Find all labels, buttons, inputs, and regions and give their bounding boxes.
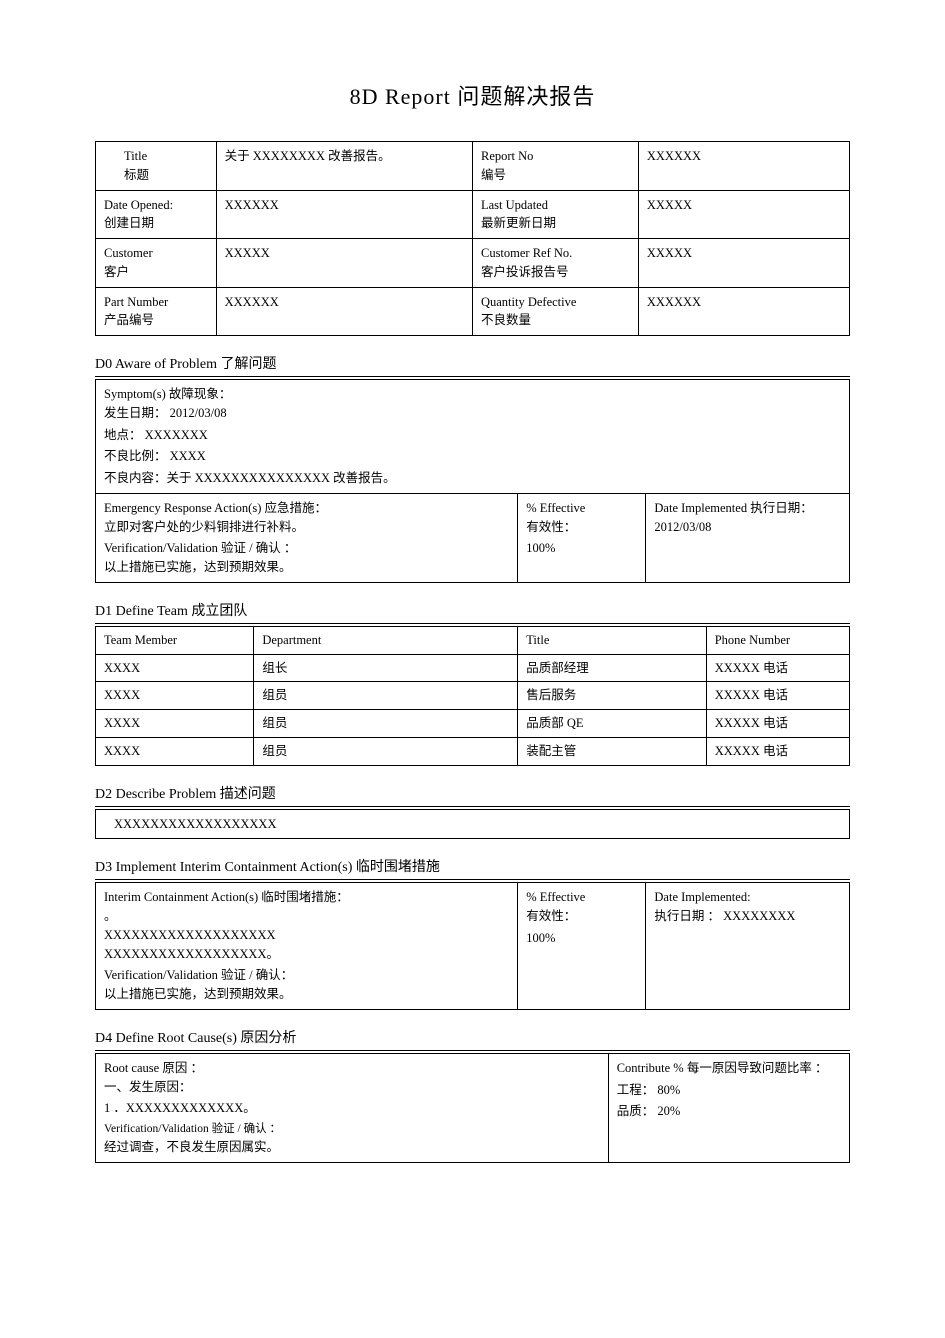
d2-heading: D2 Describe Problem 描述问题 xyxy=(95,784,850,807)
d1-cell: XXXXX 电话 xyxy=(706,710,849,738)
d0-verify-label: Verification/Validation 验证 / 确认 ： xyxy=(104,539,509,558)
header-value-right: XXXXX xyxy=(638,190,849,239)
d1-cell: XXXX xyxy=(96,682,254,710)
d0-effective-cell: % Effective 有效性： 100% xyxy=(518,493,646,582)
d1-col-header: Title xyxy=(518,626,707,654)
d4-contrib1: 工程： 80% xyxy=(617,1081,841,1100)
d3-date-label: Date Implemented: xyxy=(654,888,841,907)
d1-cell: XXXXX 电话 xyxy=(706,654,849,682)
d3-date-cell: Date Implemented: 执行日期 ： XXXXXXXX xyxy=(646,883,850,1010)
d1-cell: XXXX xyxy=(96,654,254,682)
header-value-right: XXXXXX xyxy=(638,287,849,336)
d0-eff-value: 100% xyxy=(526,539,637,558)
d0-line-place: 地点： XXXXXXX xyxy=(104,426,841,445)
d3-eff-label: % Effective xyxy=(526,888,637,907)
d1-col-header: Department xyxy=(254,626,518,654)
d2-text: XXXXXXXXXXXXXXXXXX xyxy=(96,809,850,839)
d0-eff-label: % Effective xyxy=(526,499,637,518)
d0-heading: D0 Aware of Problem 了解问题 xyxy=(95,354,850,377)
d3-action-cell: Interim Containment Action(s) 临时围堵措施： 。 … xyxy=(96,883,518,1010)
d4-contrib-cell: Contribute % 每一原因导致问题比率 ： 工程： 80% 品质： 20… xyxy=(608,1053,849,1162)
d1-cell: 组员 xyxy=(254,682,518,710)
header-label-right: Quantity Defective不良数量 xyxy=(472,287,638,336)
header-value-left: XXXXXX xyxy=(216,190,472,239)
d4-verify-label: Verification/Validation 验证 / 确认 ： xyxy=(104,1121,600,1138)
d2-table: XXXXXXXXXXXXXXXXXX xyxy=(95,809,850,840)
d1-cell: XXXXX 电话 xyxy=(706,682,849,710)
header-value-right: XXXXX xyxy=(638,239,849,288)
d3-blank: 。 xyxy=(104,907,509,926)
d0-eff-label-cn: 有效性： xyxy=(526,518,637,537)
d3-line1: XXXXXXXXXXXXXXXXXXX xyxy=(104,926,509,945)
d1-cell: XXXXX 电话 xyxy=(706,737,849,765)
header-value-left: 关于 XXXXXXXX 改善报告。 xyxy=(216,142,472,191)
header-label-left: Customer客户 xyxy=(96,239,217,288)
d0-symptom-label: Symptom(s) 故障现象： xyxy=(104,385,841,404)
d0-line-content: 不良内容：关于 XXXXXXXXXXXXXXX 改善报告。 xyxy=(104,469,841,488)
d3-eff-cell: % Effective 有效性： 100% xyxy=(518,883,646,1010)
d4-heading: D4 Define Root Cause(s) 原因分析 xyxy=(95,1028,850,1051)
d4-line2: 1 ．XXXXXXXXXXXXX。 xyxy=(104,1099,600,1118)
d1-col-header: Team Member xyxy=(96,626,254,654)
d3-eff-label-cn: 有效性： xyxy=(526,907,637,926)
d0-line-date: 发生日期： 2012/03/08 xyxy=(104,404,841,423)
d1-cell: 组员 xyxy=(254,737,518,765)
d0-date-cell: Date Implemented 执行日期： 2012/03/08 xyxy=(646,493,850,582)
d0-symptom-cell: Symptom(s) 故障现象： 发生日期： 2012/03/08 地点： XX… xyxy=(96,380,850,494)
d1-heading: D1 Define Team 成立团队 xyxy=(95,601,850,624)
d3-verify-label: Verification/Validation 验证 / 确认： xyxy=(104,966,509,985)
d0-date-impl: Date Implemented 执行日期： 2012/03/08 xyxy=(654,499,841,537)
page-title: 8D Report 问题解决报告 xyxy=(95,80,850,113)
header-label-right: Report No编号 xyxy=(472,142,638,191)
d0-emergency-cell: Emergency Response Action(s) 应急措施： 立即对客户… xyxy=(96,493,518,582)
d1-table: Team MemberDepartmentTitlePhone NumberXX… xyxy=(95,626,850,766)
header-label-left: Date Opened:创建日期 xyxy=(96,190,217,239)
header-label-right: Customer Ref No.客户投诉报告号 xyxy=(472,239,638,288)
header-label-right: Last Updated最新更新日期 xyxy=(472,190,638,239)
header-value-left: XXXXXX xyxy=(216,287,472,336)
d1-cell: XXXX xyxy=(96,710,254,738)
d0-emergency-label: Emergency Response Action(s) 应急措施： xyxy=(104,499,509,518)
header-table: Title标题关于 XXXXXXXX 改善报告。Report No编号XXXXX… xyxy=(95,141,850,336)
d4-contrib2: 品质： 20% xyxy=(617,1102,841,1121)
d4-line1: 一、发生原因： xyxy=(104,1078,600,1097)
header-value-left: XXXXX xyxy=(216,239,472,288)
d3-date-text: 执行日期 ： XXXXXXXX xyxy=(654,907,841,926)
header-label-left: Part Number产品编号 xyxy=(96,287,217,336)
d3-eff-value: 100% xyxy=(526,929,637,948)
d0-verify-text: 以上措施已实施，达到预期效果。 xyxy=(104,558,509,577)
d1-cell: 品质部经理 xyxy=(518,654,707,682)
d4-contrib-label: Contribute % 每一原因导致问题比率 ： xyxy=(617,1059,841,1078)
d4-verify-text: 经过调查，不良发生原因属实。 xyxy=(104,1138,600,1157)
d1-cell: XXXX xyxy=(96,737,254,765)
d1-cell: 品质部 QE xyxy=(518,710,707,738)
d1-cell: 售后服务 xyxy=(518,682,707,710)
header-label-left: Title标题 xyxy=(96,142,217,191)
d0-emergency-text: 立即对客户处的少料铜排进行补料。 xyxy=(104,518,509,537)
d4-table: Root cause 原因 ： 一、发生原因： 1 ．XXXXXXXXXXXXX… xyxy=(95,1053,850,1163)
header-value-right: XXXXXX xyxy=(638,142,849,191)
d0-line-ratio: 不良比例： XXXX xyxy=(104,447,841,466)
d4-root-label: Root cause 原因 ： xyxy=(104,1059,600,1078)
d0-table: Symptom(s) 故障现象： 发生日期： 2012/03/08 地点： XX… xyxy=(95,379,850,583)
d4-root-cell: Root cause 原因 ： 一、发生原因： 1 ．XXXXXXXXXXXXX… xyxy=(96,1053,609,1162)
d3-label: Interim Containment Action(s) 临时围堵措施： xyxy=(104,888,509,907)
d3-verify-text: 以上措施已实施，达到预期效果。 xyxy=(104,985,509,1004)
d3-table: Interim Containment Action(s) 临时围堵措施： 。 … xyxy=(95,882,850,1010)
d3-line2: XXXXXXXXXXXXXXXXXX。 xyxy=(104,945,509,964)
d1-col-header: Phone Number xyxy=(706,626,849,654)
d1-cell: 组长 xyxy=(254,654,518,682)
d1-cell: 装配主管 xyxy=(518,737,707,765)
d1-cell: 组员 xyxy=(254,710,518,738)
d3-heading: D3 Implement Interim Containment Action(… xyxy=(95,857,850,880)
